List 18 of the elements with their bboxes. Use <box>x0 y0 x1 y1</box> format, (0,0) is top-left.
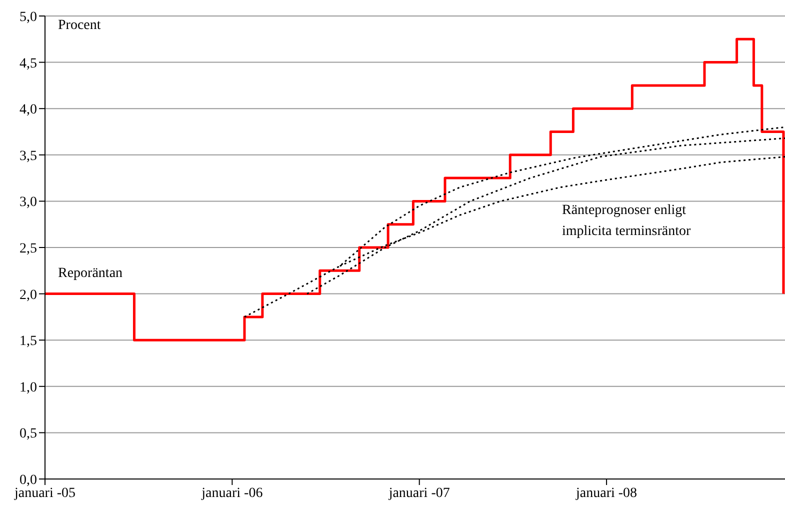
y-tick-label: 1,5 <box>20 334 37 350</box>
x-tick-label: januari -05 <box>13 486 76 501</box>
annotation: Ränteprognoser enligt implicita terminsräntor <box>562 202 692 241</box>
y-tick-label: 5,0 <box>20 10 37 25</box>
y-axis-title: Procent <box>58 18 101 34</box>
x-tick-label: januari -08 <box>575 486 638 501</box>
x-tick-label: januari -06 <box>200 486 263 501</box>
y-tick-label: 2,5 <box>20 241 37 256</box>
y-tick-label: 4,5 <box>20 56 37 72</box>
y-tick-label: 0,0 <box>20 472 37 488</box>
y-tick-label: 4,0 <box>20 102 37 118</box>
y-tick-label: 3,0 <box>20 195 37 210</box>
y-tick-label: 0,5 <box>20 426 37 442</box>
y-tick-label: 2,0 <box>20 288 37 303</box>
x-tick-label: januari -07 <box>388 486 450 501</box>
y-tick-label: 1,0 <box>20 380 37 396</box>
series-label: Reporäntan <box>58 266 123 281</box>
y-tick-label: 3,5 <box>20 148 37 164</box>
